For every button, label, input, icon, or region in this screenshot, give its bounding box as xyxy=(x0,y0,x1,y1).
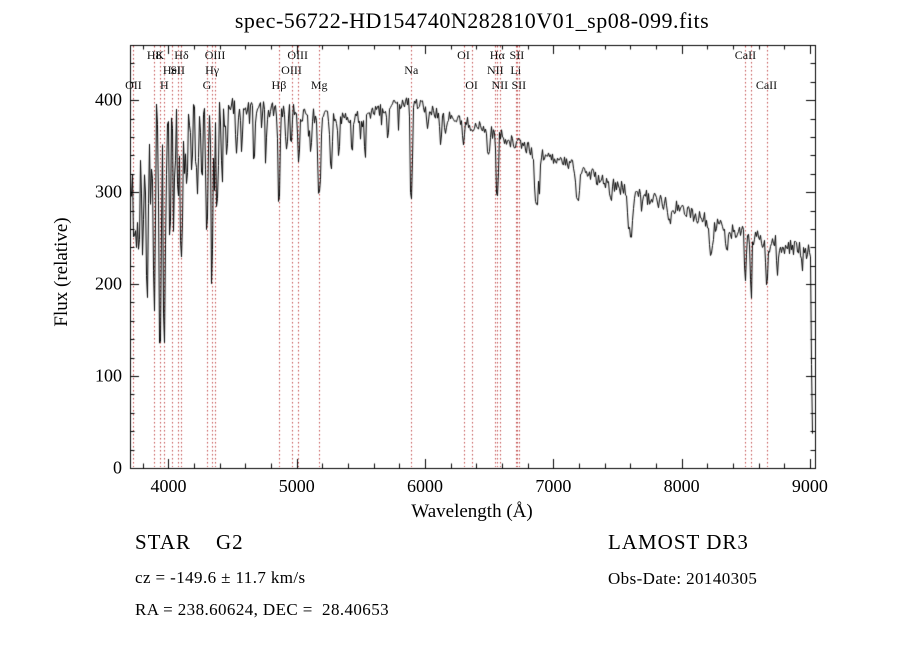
spectral-line-label: Mg xyxy=(310,78,328,92)
x-axis-title: Wavelength (Å) xyxy=(411,501,533,522)
spectral-line-label: HeI xyxy=(162,63,181,77)
x-tick-label: 4000 xyxy=(150,476,187,496)
x-tick-label: 9000 xyxy=(791,476,828,496)
spectral-line-label: OII xyxy=(125,78,142,92)
x-tick-label: 8000 xyxy=(663,476,700,496)
spectral-line-label: SII xyxy=(509,48,525,62)
x-tick-label: 6000 xyxy=(407,476,444,496)
spectral-line-label: CaII xyxy=(734,48,757,62)
spectral-line-label: NII xyxy=(491,78,509,92)
spectral-line-label: OI xyxy=(465,78,478,92)
y-tick-label: 200 xyxy=(95,273,122,294)
spectral-line-label: OIII xyxy=(204,48,226,62)
spectral-line-label: Hγ xyxy=(205,63,220,77)
spectral-line-label: Hα xyxy=(489,48,505,62)
y-tick-label: 0 xyxy=(113,457,122,478)
spectral-line-label: G xyxy=(202,78,212,92)
spectral-line-label: Na xyxy=(404,63,419,77)
spectral-line-label: CaII xyxy=(755,78,778,92)
spectral-line-label: Hδ xyxy=(174,48,189,62)
spectral-line-label: Li xyxy=(510,63,522,77)
y-tick-label: 100 xyxy=(95,365,122,386)
spectral-line-label: OI xyxy=(457,48,470,62)
spectral-line-label: OIII xyxy=(281,63,302,77)
plot-title: spec-56722-HD154740N282810V01_sp08-099.f… xyxy=(234,8,710,33)
spectral-line-label: H8 xyxy=(146,48,162,62)
y-tick-label: 400 xyxy=(95,89,122,110)
spectral-line-label: NII xyxy=(486,63,504,77)
y-tick-label: 300 xyxy=(95,181,122,202)
spectral-line-label: SII xyxy=(170,63,186,77)
survey-release-text: LAMOST DR3 xyxy=(608,530,749,554)
object-class-text: STAR G2 xyxy=(135,530,244,554)
radial-velocity-text: cz = -149.6 ± 11.7 km/s xyxy=(135,568,306,587)
spectral-line-label: Hβ xyxy=(271,78,287,92)
spectral-line-label: H xyxy=(160,78,169,92)
spectral-line-label: K xyxy=(155,48,165,62)
ra-dec-text: RA = 238.60624, DEC = 28.40653 xyxy=(135,600,390,619)
spectral-line-label: OIII xyxy=(287,48,308,62)
y-axis-title: Flux (relative) xyxy=(51,217,72,327)
x-tick-label: 5000 xyxy=(278,476,315,496)
obs-date-text: Obs-Date: 20140305 xyxy=(608,569,758,588)
x-tick-label: 7000 xyxy=(535,476,572,496)
spectral-line-label: SII xyxy=(511,78,527,92)
